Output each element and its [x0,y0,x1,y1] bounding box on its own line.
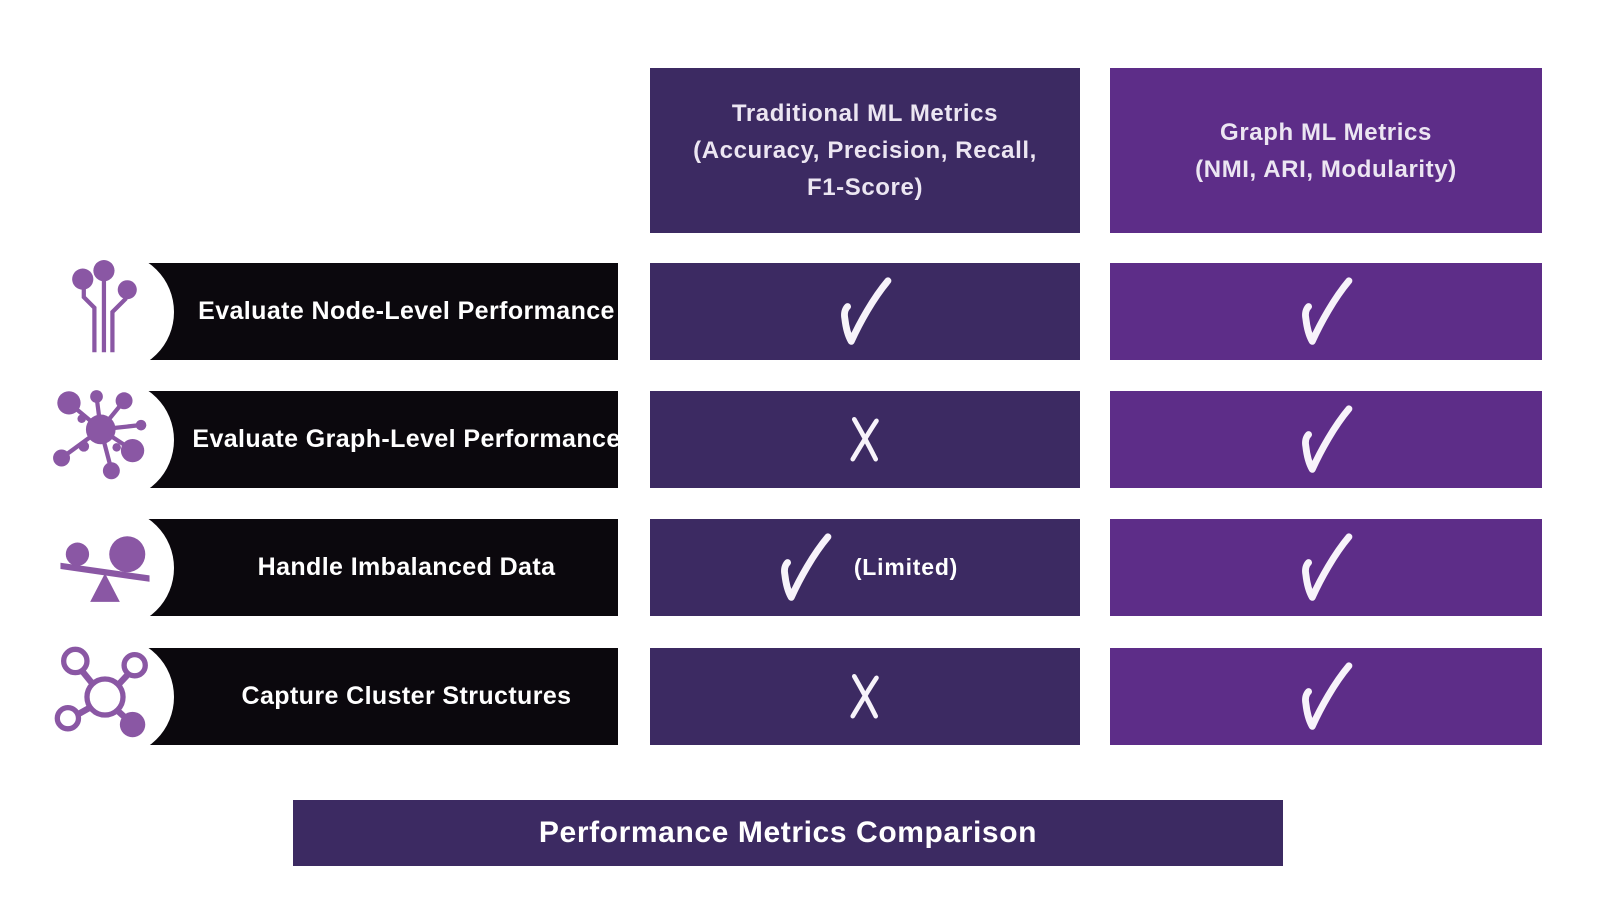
node-level-icon [52,259,158,365]
row-label: Handle Imbalanced Data [257,553,556,581]
graph-network-icon [52,387,158,493]
check-mark-icon [1293,273,1359,351]
row-label: Capture Cluster Structures [241,682,572,710]
row-bar-imbalanced-data: Handle Imbalanced Data [60,519,618,616]
cell-graph [1110,263,1542,360]
check-mark-icon [832,273,898,351]
balance-scale-icon [52,515,158,621]
check-mark-icon [1293,658,1359,736]
footer-title: Performance Metrics Comparison [538,816,1038,849]
cell-traditional: (Limited) [650,519,1080,616]
column-header-graph: Graph ML Metrics (NMI, ARI, Modularity) [1110,68,1542,233]
cluster-structure-icon [52,644,158,750]
check-mark-icon [1293,529,1359,607]
cross-mark-icon [842,666,888,728]
cell-traditional [650,263,1080,360]
cross-mark-icon [842,409,888,471]
check-mark-icon [1293,401,1359,479]
column-header-traditional: Traditional ML Metrics (Accuracy, Precis… [650,68,1080,233]
row-label: Evaluate Graph-Level Performance [192,425,621,453]
row-bar-graph-level: Evaluate Graph-Level Performance [53,389,621,488]
row-bar-node-level: Evaluate Node-Level Performance [72,259,618,360]
cell-graph [1110,391,1542,488]
cell-traditional [650,648,1080,745]
cell-traditional [650,391,1080,488]
limited-note: (Limited) [853,554,959,580]
cell-graph [1110,648,1542,745]
footer-title-bar: Performance Metrics Comparison [293,800,1283,866]
row-label: Evaluate Node-Level Performance [198,297,615,325]
cell-graph [1110,519,1542,616]
row-bar-cluster-structures: Capture Cluster Structures [54,646,618,745]
check-mark-icon [772,529,838,607]
